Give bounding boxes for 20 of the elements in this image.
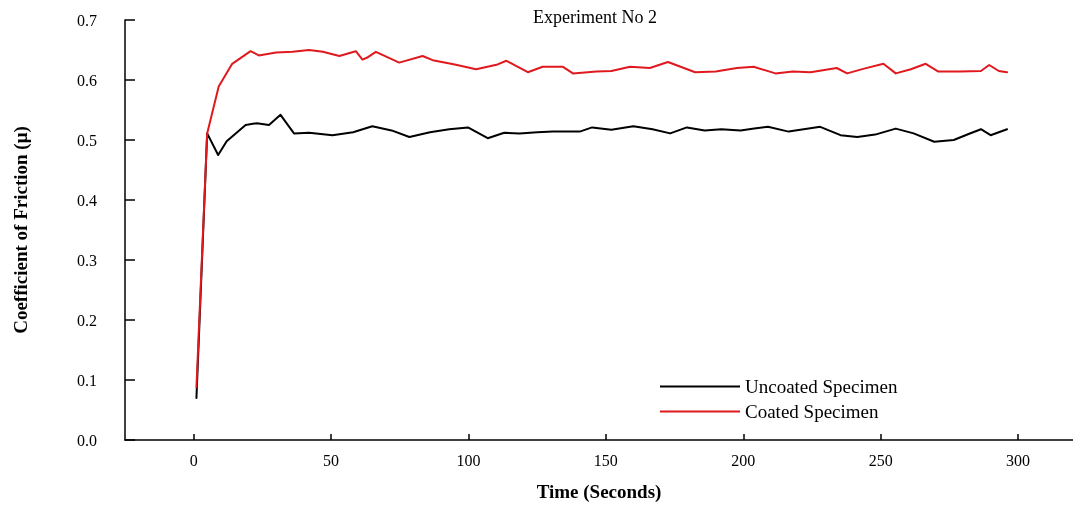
x-tick-label: 300 — [1006, 451, 1031, 469]
y-tick-label: 0.4 — [77, 191, 97, 209]
x-tick-label: 150 — [593, 451, 618, 469]
y-tick-label: 0.5 — [77, 131, 97, 149]
x-tick-label: 50 — [323, 451, 340, 469]
legend-label: Uncoated Specimen — [745, 376, 898, 397]
x-tick-label: 0 — [189, 451, 198, 469]
x-tick-label: 250 — [868, 451, 893, 469]
y-tick-label: 0.2 — [77, 311, 97, 329]
y-tick-label: 0.1 — [77, 371, 97, 389]
x-axis-title: Time (Seconds) — [536, 481, 662, 503]
y-tick-label: 0.0 — [77, 431, 97, 449]
y-tick-label: 0.6 — [77, 71, 97, 89]
legend-label: Coated Specimen — [745, 401, 879, 422]
chart-title: Experiment No 2 — [533, 7, 657, 27]
y-tick-label: 0.7 — [77, 11, 97, 29]
x-tick-label: 100 — [456, 451, 481, 469]
y-tick-label: 0.3 — [77, 251, 97, 269]
x-tick-label: 200 — [731, 451, 756, 469]
y-axis-title: Coefficient of Friction (μ) — [10, 126, 32, 334]
